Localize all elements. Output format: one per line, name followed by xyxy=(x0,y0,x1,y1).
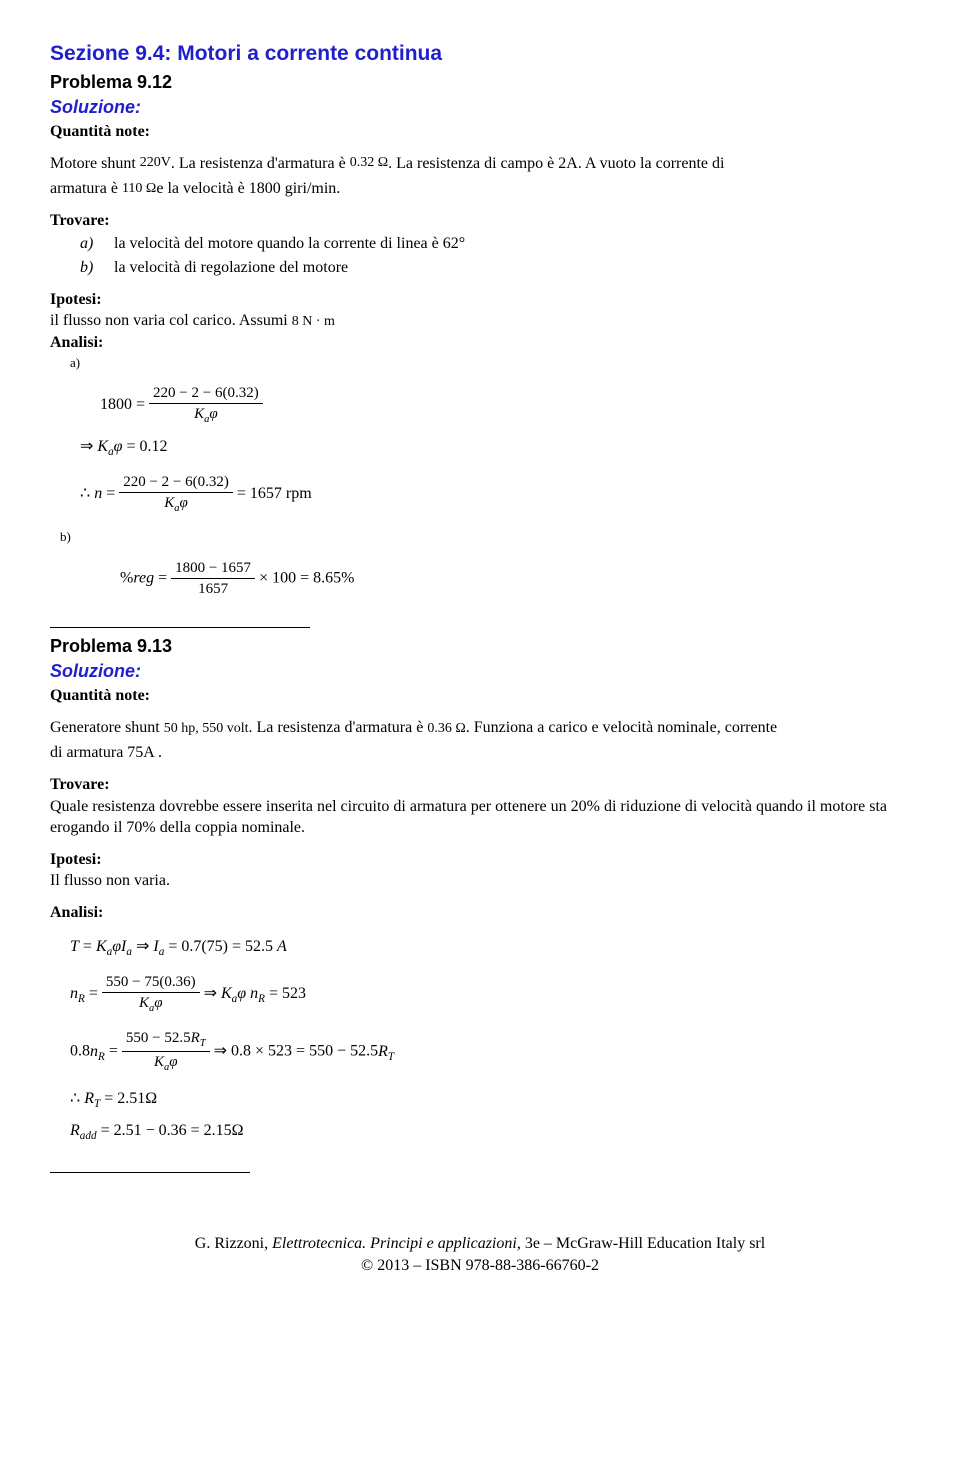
text: armatura è xyxy=(50,180,122,197)
find-a: a) la velocità del motore quando la corr… xyxy=(80,233,910,255)
eq4-den: 1657 xyxy=(171,579,255,599)
footer-line1: G. Rizzoni, Elettrotecnica. Principi e a… xyxy=(50,1233,910,1255)
quantita-note-2: Quantità note: xyxy=(50,685,910,707)
trovare-2-text: Quale resistenza dovrebbe essere inserit… xyxy=(50,796,910,839)
footer: G. Rizzoni, Elettrotecnica. Principi e a… xyxy=(50,1233,910,1276)
text: . La resistenza d'armatura è xyxy=(171,155,350,172)
problem-913-title: Problema 9.13 xyxy=(50,634,910,658)
eq-912-3: ∴ n = 220 − 2 − 6(0.32) Kaφ = 1657 rpm xyxy=(80,472,910,516)
val-110ohm: 110 Ω xyxy=(122,180,156,199)
eq-912-4: %reg = 1800 − 1657 1657 × 100 = 8.65% xyxy=(120,558,910,600)
p913-given-2: di armatura 75A . xyxy=(50,742,910,764)
find-a-text: la velocità del motore quando la corrent… xyxy=(114,233,465,255)
eq-a-label: a) xyxy=(70,354,910,372)
val-8nm: 8 N · m xyxy=(292,314,335,329)
eq4-pre: %reg = xyxy=(120,569,171,586)
eq-912-2: ⇒ Kaφ = 0.12 xyxy=(80,436,910,460)
text: Generatore shunt xyxy=(50,719,164,736)
soluzione-label-1: Soluzione: xyxy=(50,95,910,119)
text: . La resistenza d'armatura è xyxy=(249,719,428,736)
eq-b-label: b) xyxy=(60,528,910,546)
footer-line2: © 2013 – ISBN 978-88-386-66760-2 xyxy=(50,1255,910,1277)
text: . Funziona a carico e velocità nominale,… xyxy=(466,719,777,736)
val-50hp: 50 hp, 550 volt xyxy=(164,721,249,736)
p912-given-2: armatura è 110 Ωe la velocità è 1800 gir… xyxy=(50,178,910,200)
soluzione-label-2: Soluzione: xyxy=(50,659,910,683)
trovare-1: Trovare: xyxy=(50,210,910,232)
ipotesi-2-text: Il flusso non varia. xyxy=(50,870,910,892)
footer-1b: Elettrotecnica. Principi e applicazioni xyxy=(272,1235,517,1252)
eq2-post: ⇒ Kaφ nR = 523 xyxy=(204,985,306,1002)
analisi-1: Analisi: xyxy=(50,332,910,354)
ipotesi-1-text: il flusso non varia col carico. Assumi 8… xyxy=(50,310,910,332)
analisi-2: Analisi: xyxy=(50,902,910,924)
eq-913-4: ∴ RT = 2.51Ω xyxy=(70,1088,910,1112)
val-220v: 220V xyxy=(140,154,171,173)
find-b-text: la velocità di regolazione del motore xyxy=(114,257,348,279)
eq1-lhs: 1800 = xyxy=(100,396,149,413)
section-title: Sezione 9.4: Motori a corrente continua xyxy=(50,40,910,68)
footer-1a: G. Rizzoni, xyxy=(195,1235,272,1252)
eq-912-1: 1800 = 220 − 2 − 6(0.32) Kaφ xyxy=(100,383,910,427)
letter-a: a) xyxy=(80,233,104,255)
letter-b: b) xyxy=(80,257,104,279)
eq1-num: 220 − 2 − 6(0.32) xyxy=(149,383,263,404)
ipotesi-1: Ipotesi: xyxy=(50,289,910,311)
eq-913-1: T = KaφIa ⇒ Ia = 0.7(75) = 52.5 A xyxy=(70,936,910,960)
val-032ohm: 0.32 Ω xyxy=(350,154,388,173)
problem-912-title: Problema 9.12 xyxy=(50,70,910,94)
divider-2 xyxy=(50,1172,250,1173)
eq4-num: 1800 − 1657 xyxy=(171,558,255,579)
eq3-pre: ∴ n = xyxy=(80,485,119,502)
p912-given-1: Motore shunt 220V. La resistenza d'armat… xyxy=(50,153,910,175)
text: e la velocità è 1800 giri/min. xyxy=(156,180,340,197)
val-036ohm: 0.36 Ω xyxy=(427,721,465,736)
eq-913-2: nR = 550 − 75(0.36) Kaφ ⇒ Kaφ nR = 523 xyxy=(70,972,910,1016)
eq3-post: = 1657 rpm xyxy=(237,485,312,502)
eq2-num: 550 − 75(0.36) xyxy=(102,972,200,993)
eq-913-3: 0.8nR = 550 − 52.5RT Kaφ ⇒ 0.8 × 523 = 5… xyxy=(70,1028,910,1075)
ipotesi-2: Ipotesi: xyxy=(50,849,910,871)
eq3-num: 220 − 2 − 6(0.32) xyxy=(119,472,233,493)
footer-1c: , 3e – McGraw-Hill Education Italy srl xyxy=(517,1235,765,1252)
divider-1 xyxy=(50,627,310,628)
find-b: b) la velocità di regolazione del motore xyxy=(80,257,910,279)
p913-given-1: Generatore shunt 50 hp, 550 volt. La res… xyxy=(50,717,910,739)
eq4-post: × 100 = 8.65% xyxy=(259,569,354,586)
text: il flusso non varia col carico. Assumi xyxy=(50,312,292,329)
text: . La resistenza di campo è 2A. A vuoto l… xyxy=(388,155,724,172)
quantita-note-1: Quantità note: xyxy=(50,121,910,143)
eq3-post: ⇒ 0.8 × 523 = 550 − 52.5RT xyxy=(214,1043,395,1060)
trovare-2: Trovare: xyxy=(50,774,910,796)
text: Motore shunt xyxy=(50,155,140,172)
eq-913-5: Radd = 2.51 − 0.36 = 2.15Ω xyxy=(70,1120,910,1144)
